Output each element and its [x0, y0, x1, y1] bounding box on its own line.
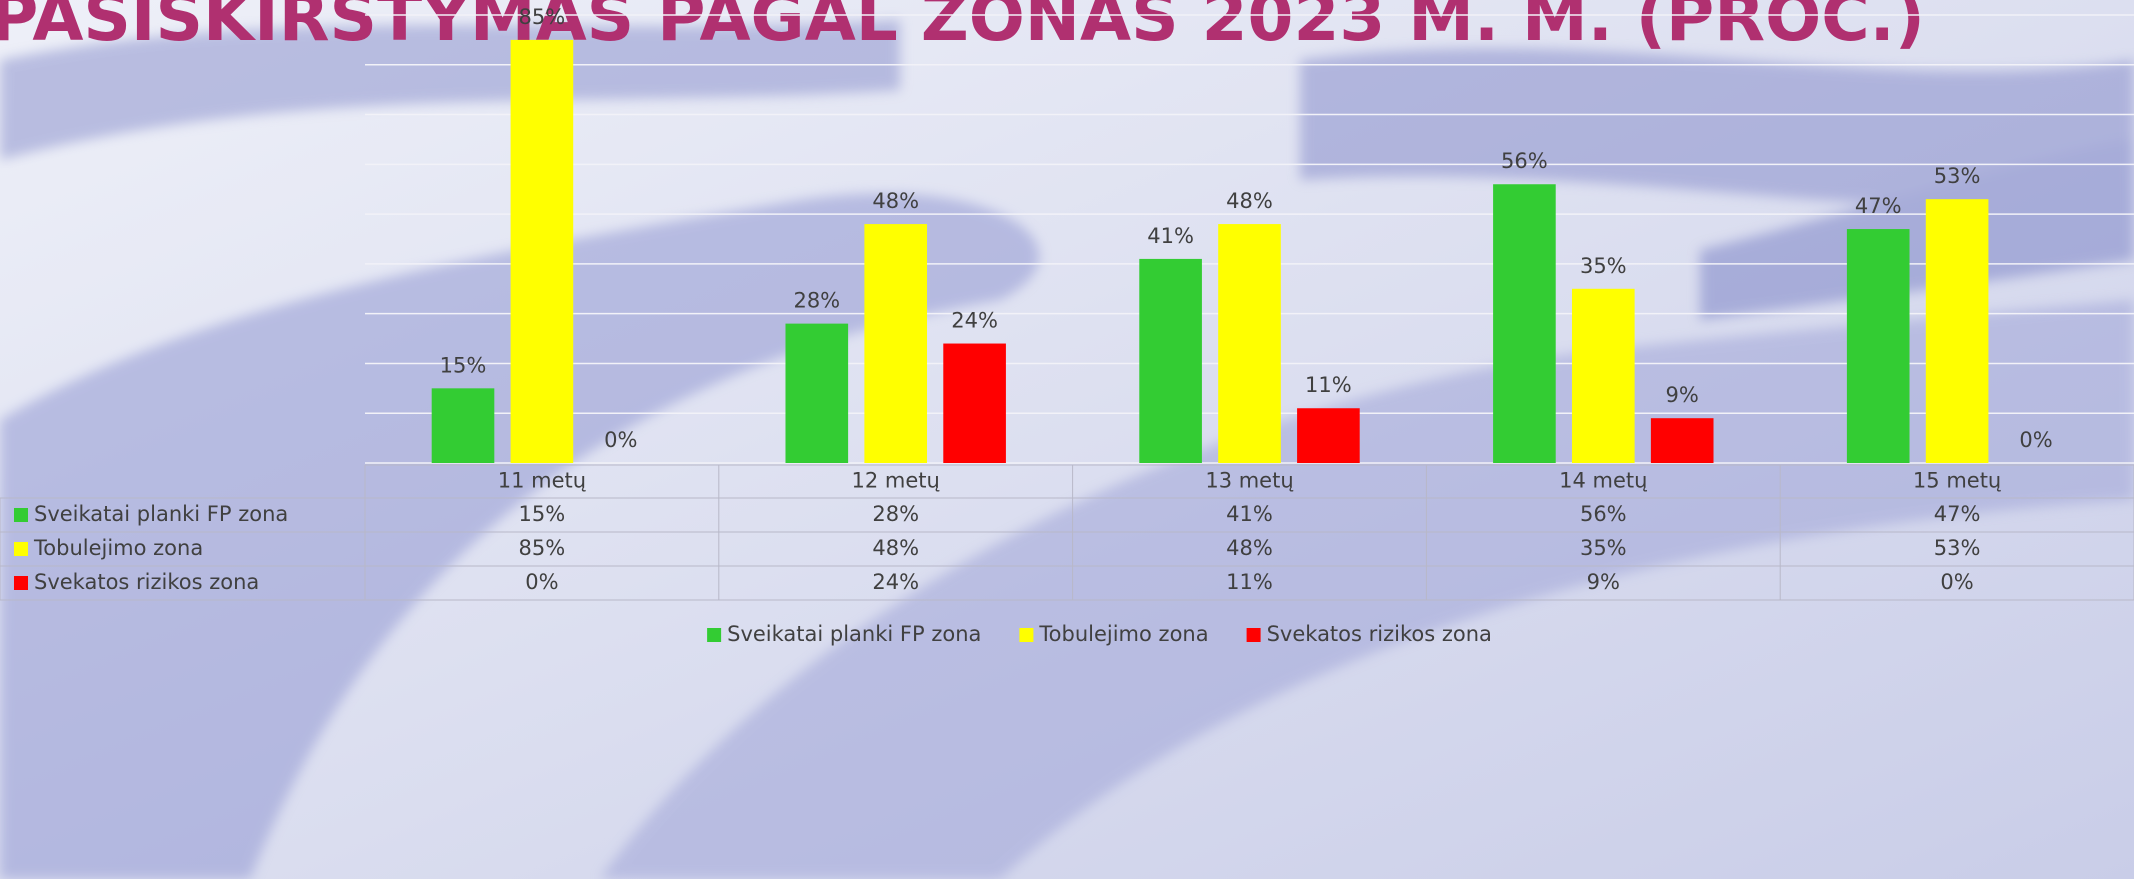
data-label: 0% — [604, 428, 637, 452]
bar — [1139, 259, 1202, 463]
chart-title: PASISKIRSTYMAS PAGAL ZONAS 2023 M. M. (P… — [0, 0, 1925, 56]
table-cell: 24% — [872, 570, 919, 594]
data-label: 24% — [951, 309, 998, 333]
table-legend-key — [14, 508, 28, 522]
data-label: 0% — [2019, 428, 2052, 452]
chart: PASISKIRSTYMAS PAGAL ZONAS 2023 M. M. (P… — [0, 0, 2134, 879]
bar — [943, 344, 1006, 463]
table-row-label: Sveikatai planki FP zona — [34, 502, 288, 526]
legend-label: Sveikatai planki FP zona — [727, 622, 981, 646]
table-row-label: Svekatos rizikos zona — [34, 570, 259, 594]
table-cell: 53% — [1934, 536, 1981, 560]
x-tick-label: 15 metų — [1913, 469, 2001, 493]
bar — [864, 224, 927, 463]
data-label: 48% — [1226, 189, 1273, 213]
data-label: 47% — [1855, 194, 1902, 218]
table-cell: 28% — [872, 502, 919, 526]
table-cell: 0% — [525, 570, 558, 594]
data-label: 35% — [1580, 254, 1627, 278]
table-cell: 0% — [1940, 570, 1973, 594]
table-cell: 56% — [1580, 502, 1627, 526]
table-cell: 35% — [1580, 536, 1627, 560]
bar — [1847, 229, 1910, 463]
legend-label: Tobulejimo zona — [1038, 622, 1208, 646]
bar — [511, 40, 574, 463]
bar — [785, 324, 848, 463]
bar — [1572, 289, 1635, 463]
data-label: 28% — [793, 289, 840, 313]
table-cell: 11% — [1226, 570, 1273, 594]
data-label: 15% — [440, 353, 487, 377]
bar — [1218, 224, 1281, 463]
data-label: 9% — [1666, 383, 1699, 407]
table-cell: 9% — [1587, 570, 1620, 594]
page: PASISKIRSTYMAS PAGAL ZONAS 2023 M. M. (P… — [0, 0, 2134, 879]
bar — [1926, 199, 1989, 463]
bar — [1651, 418, 1714, 463]
data-label: 56% — [1501, 149, 1548, 173]
data-label: 11% — [1305, 373, 1352, 397]
legend-label: Svekatos rizikos zona — [1267, 622, 1492, 646]
bar — [432, 388, 495, 463]
legend-key — [1019, 628, 1033, 642]
data-label: 53% — [1934, 164, 1981, 188]
table-cell: 47% — [1934, 502, 1981, 526]
table-legend-key — [14, 576, 28, 590]
table-cell: 85% — [519, 536, 566, 560]
table-cell: 48% — [1226, 536, 1273, 560]
table-row-label: Tobulejimo zona — [33, 536, 203, 560]
table-cell: 41% — [1226, 502, 1273, 526]
table-cell: 48% — [872, 536, 919, 560]
x-tick-label: 11 metų — [498, 469, 586, 493]
bar — [1297, 408, 1360, 463]
table-cell: 15% — [519, 502, 566, 526]
x-tick-label: 14 metų — [1559, 469, 1647, 493]
x-tick-label: 13 metų — [1205, 469, 1293, 493]
data-label: 41% — [1147, 224, 1194, 248]
bar — [1493, 184, 1556, 463]
table-legend-key — [14, 542, 28, 556]
data-label: 48% — [872, 189, 919, 213]
data-label: 85% — [519, 5, 566, 29]
x-tick-label: 12 metų — [852, 469, 940, 493]
legend-key — [707, 628, 721, 642]
legend-key — [1247, 628, 1261, 642]
